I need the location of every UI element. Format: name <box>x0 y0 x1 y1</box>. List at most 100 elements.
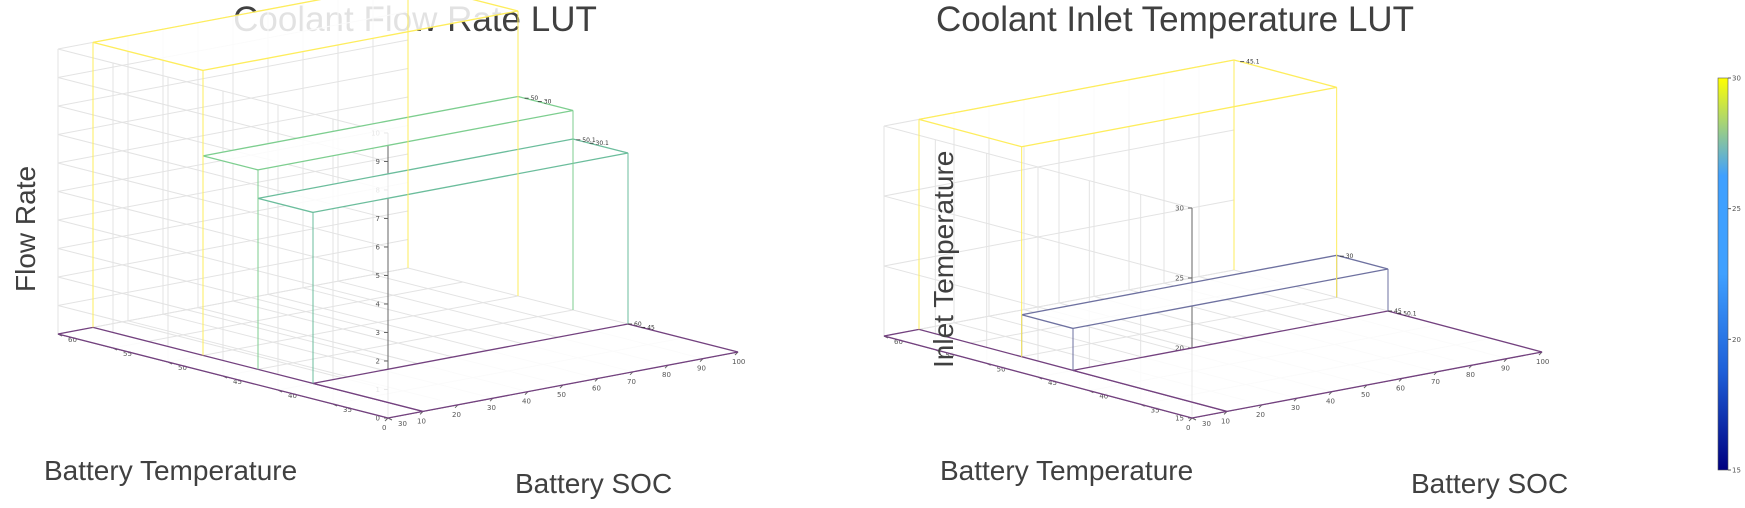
x-tick-label: 40 <box>522 398 531 406</box>
grid-line <box>883 265 1193 349</box>
x-tick-label: 40 <box>1326 398 1335 406</box>
grid-line <box>883 125 1193 209</box>
surface-step <box>1021 254 1389 330</box>
grid-line <box>222 309 574 377</box>
data-label: 30 <box>544 99 552 106</box>
grid-line <box>883 269 1235 337</box>
y-tick-label: 30 <box>398 420 407 428</box>
y-tick-label: 60 <box>68 336 77 344</box>
colorbar-tick-label: 30 <box>1732 75 1741 83</box>
x-tick-label: 70 <box>1431 378 1440 386</box>
x-tick-label: 100 <box>732 358 745 366</box>
z-tick-label: 9 <box>376 158 380 166</box>
grid-line <box>883 195 1193 279</box>
z-tick-label: 30 <box>1175 205 1184 213</box>
data-labels: 45 30 45.1 50.1 <box>1240 59 1417 317</box>
x-tick-label: 90 <box>1501 365 1510 373</box>
data-label: 50.1 <box>582 137 596 144</box>
data-label: 45 <box>647 324 655 331</box>
z-tick-label: 2 <box>376 358 380 366</box>
inlet-temperature-chart-panel: Coolant Inlet Temperature LUT 0 10 20 30 40 5… <box>870 0 1745 508</box>
x-tick-label: 20 <box>1256 411 1265 419</box>
inlet-temperature-3d-plot: 0 10 20 30 40 50 60 70 80 90 100 30 35 40 45 50 55 60 15 20… <box>883 59 1741 475</box>
grid-line <box>57 305 389 390</box>
z-tick-label: 7 <box>376 215 380 223</box>
grid-line <box>57 48 389 134</box>
colorbar: 15 20 25 30 <box>1717 75 1741 475</box>
x-tick-label: 70 <box>627 378 636 386</box>
data-label: 45 <box>1394 308 1402 315</box>
grid-line <box>883 199 1235 267</box>
colorbar-tick-label: 20 <box>1732 336 1741 344</box>
grid-line <box>57 68 409 135</box>
x-tick-label: 60 <box>1396 384 1405 392</box>
grid-line <box>57 248 389 333</box>
chart-title: Coolant Inlet Temperature LUT <box>936 0 1414 39</box>
flow-rate-3d-plot: 0102030405060708090100303540455055600123… <box>57 0 745 432</box>
grid-line <box>57 39 409 107</box>
y-tick-label: 45 <box>233 378 242 386</box>
grid-line <box>57 153 409 221</box>
grid-line <box>112 281 464 349</box>
y-tick-label: 40 <box>1099 393 1108 401</box>
data-label: 60 <box>634 321 642 328</box>
surface-step <box>918 59 1337 148</box>
data-label: 50.1 <box>1403 310 1417 317</box>
x-tick-label: 80 <box>1466 371 1475 379</box>
x-axis-label: Battery SOC <box>515 468 673 499</box>
y-tick-label: 55 <box>123 350 132 358</box>
z-tick-label: 20 <box>1175 345 1184 353</box>
grid-line <box>57 239 409 306</box>
y-tick-label: 60 <box>894 338 903 346</box>
y-tick-label: 45 <box>1048 379 1057 387</box>
y-tick-label: 30 <box>1202 420 1211 428</box>
grid-line <box>167 295 519 363</box>
grid-line <box>57 105 389 191</box>
surface-step <box>92 0 519 72</box>
colorbar-tick-label: 15 <box>1732 467 1741 475</box>
data-label: 30 <box>1346 253 1354 260</box>
grid-line <box>57 219 389 305</box>
x-tick-label: 100 <box>1536 358 1549 366</box>
y-tick-label: 35 <box>1151 406 1160 414</box>
x-tick-label: 30 <box>487 404 496 412</box>
z-tick-label: 25 <box>1175 275 1184 283</box>
grid-line <box>57 276 389 362</box>
y-tick-label: 50 <box>997 365 1006 373</box>
data-label: 50 <box>531 95 539 102</box>
x-tick-label: 50 <box>1361 391 1370 399</box>
y-tick-label: 50 <box>178 364 187 372</box>
data-label: 30.1 <box>596 140 610 147</box>
z-tick-label: 6 <box>376 244 381 252</box>
x-tick-label: 80 <box>662 371 671 379</box>
x-tick-label: 90 <box>697 365 706 373</box>
grid-line <box>57 96 409 164</box>
grid-line <box>986 296 1337 364</box>
z-tick-label: 15 <box>1175 415 1184 423</box>
surface <box>883 59 1543 419</box>
x-tick-label: 10 <box>417 417 426 425</box>
colorbar-tick-label: 25 <box>1732 205 1741 213</box>
grid-line <box>57 191 389 276</box>
grid-line <box>57 267 409 335</box>
y-axis-label: Battery Temperature <box>940 455 1194 486</box>
y-tick-label: 55 <box>945 352 954 360</box>
x-tick-label: 20 <box>452 411 461 419</box>
z-tick-label: 4 <box>376 301 381 309</box>
x-tick-label: 50 <box>557 391 566 399</box>
y-axis-label: Battery Temperature <box>44 455 298 486</box>
z-tick-label: 5 <box>376 272 380 280</box>
grid-line <box>57 162 389 248</box>
x-tick-label: 30 <box>1291 404 1300 412</box>
flow-rate-chart-panel: Coolant Flow Rate LUT 010203040506070809… <box>0 0 870 508</box>
x-tick-label: 0 <box>1186 424 1190 432</box>
z-tick-label: 3 <box>376 329 380 337</box>
z-axis-label: Flow Rate <box>10 165 41 292</box>
grid-line <box>57 210 409 278</box>
data-label: 45.1 <box>1246 59 1260 66</box>
x-axis-label: Battery SOC <box>1411 468 1569 499</box>
colorbar-bar <box>1717 77 1729 471</box>
y-tick-label: 35 <box>343 406 352 414</box>
x-tick-label: 0 <box>382 424 386 432</box>
z-tick-label: 0 <box>376 415 380 423</box>
